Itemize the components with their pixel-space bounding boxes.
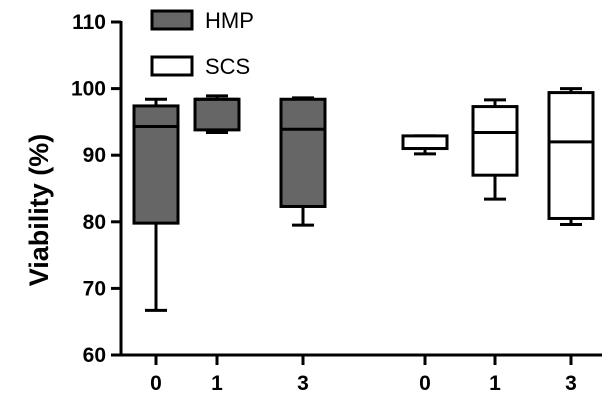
x-tick-label: 0 <box>150 372 162 395</box>
y-axis: 60 70 80 90 100 110 <box>71 11 123 367</box>
x-tick-label: 3 <box>565 372 577 395</box>
box-hmp-1 <box>193 94 241 135</box>
y-tick-label: 110 <box>72 11 106 34</box>
box-iqr <box>193 97 241 132</box>
y-tick-label: 90 <box>83 144 106 167</box>
y-tick-label: 80 <box>83 211 106 234</box>
box-hmp-3 <box>279 96 327 227</box>
box-iqr <box>132 104 180 225</box>
y-tick-label: 100 <box>71 78 106 101</box>
x-tick-label: 1 <box>489 372 501 395</box>
legend-swatch-hmp <box>150 9 194 31</box>
legend: HMP SCS <box>150 8 254 79</box>
box-iqr <box>279 97 327 208</box>
legend-label-hmp: HMP <box>205 8 254 33</box>
box-iqr <box>471 105 519 177</box>
y-tick-label: 70 <box>83 277 106 300</box>
x-tick-label: 0 <box>419 372 431 395</box>
y-tick-label: 60 <box>83 344 106 367</box>
y-axis-title: Viability (%) <box>24 134 54 287</box>
plot-area <box>132 87 595 312</box>
box-hmp-0 <box>132 97 180 312</box>
box-iqr <box>547 91 595 220</box>
box-scs-3 <box>547 87 595 226</box>
box-scs-0 <box>401 134 449 156</box>
x-tick-label: 1 <box>211 372 223 395</box>
x-axis: 0 1 3 0 1 3 <box>119 353 602 395</box>
x-tick-label: 3 <box>297 372 309 395</box>
legend-swatch-scs <box>150 55 194 77</box>
legend-label-scs: SCS <box>205 54 250 79</box>
box-scs-1 <box>471 98 519 201</box>
box-iqr <box>401 134 449 151</box>
